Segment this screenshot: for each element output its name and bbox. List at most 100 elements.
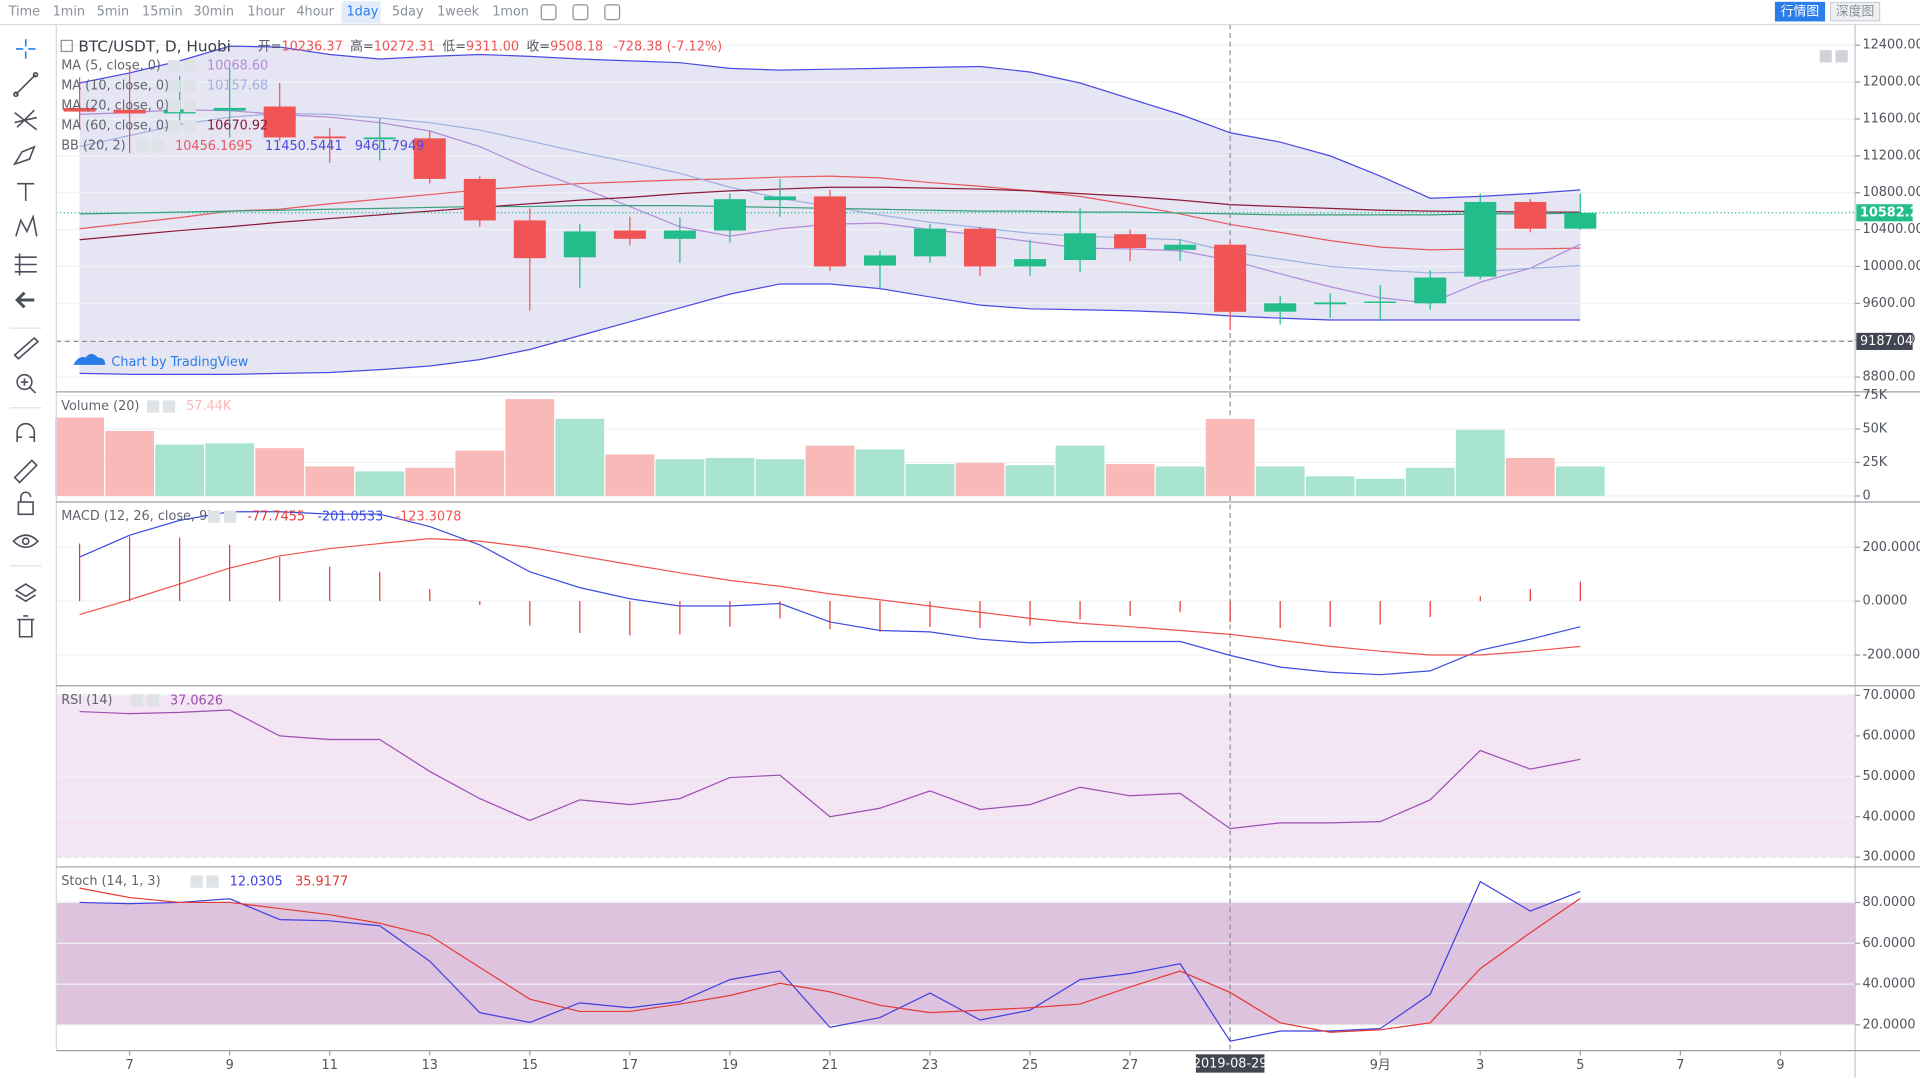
ma-legend-value: 10670.92 — [207, 119, 268, 134]
lock-tool[interactable] — [17, 491, 34, 516]
back-tool[interactable] — [15, 291, 35, 309]
text-tool[interactable] — [17, 182, 35, 201]
signal-line — [79, 538, 1581, 656]
legend-close-icon[interactable] — [146, 694, 159, 707]
legend-settings-icon[interactable] — [146, 400, 160, 413]
candle-body — [463, 178, 496, 221]
y-tick-label: 12400.00 — [1862, 38, 1920, 53]
legend-close-icon[interactable] — [183, 60, 196, 73]
y-tick-label: 0.0000 — [1862, 594, 1907, 609]
x-tick-label: 23 — [922, 1058, 938, 1073]
legend-settings-icon[interactable] — [167, 119, 180, 133]
legend-settings-icon[interactable] — [167, 99, 180, 113]
view-button-bg[interactable] — [1830, 1, 1881, 22]
x-tick-label: 7 — [126, 1058, 134, 1073]
macd-value: -201.0533 — [317, 509, 383, 524]
interval-active-bg — [341, 1, 381, 24]
legend-settings-icon[interactable] — [167, 60, 180, 73]
interval-button[interactable]: 15min — [142, 5, 183, 20]
legend-close-icon[interactable] — [206, 875, 219, 888]
candle-body — [1014, 259, 1047, 267]
frame — [0, 23, 1920, 1078]
y-tick-label: 9600.00 — [1862, 296, 1915, 311]
volume-bar — [455, 450, 505, 496]
interval-button[interactable]: 1mon — [492, 5, 529, 20]
view-button[interactable]: 行情图 — [1781, 5, 1820, 20]
interval-button[interactable]: 4hour — [296, 5, 334, 20]
x-tick-label: 25 — [1022, 1058, 1038, 1073]
prediction-tool[interactable] — [14, 253, 37, 276]
interval-button[interactable]: 1week — [437, 5, 479, 20]
interval-button[interactable]: 1hour — [247, 5, 285, 20]
pane-title: RSI (14) — [61, 693, 112, 708]
interval-button[interactable]: 1day — [347, 5, 379, 20]
view-button[interactable]: 深度图 — [1836, 4, 1875, 20]
y-tick-label: 10400.00 — [1862, 222, 1920, 237]
fib-tool[interactable] — [14, 109, 38, 131]
view-button-bg[interactable] — [1774, 1, 1826, 22]
volume-bar — [255, 448, 305, 496]
toolbar-icon[interactable] — [572, 4, 589, 21]
interval-button[interactable]: 1min — [53, 5, 85, 20]
legend-close-icon[interactable] — [183, 99, 196, 113]
legend-settings-icon[interactable] — [208, 510, 221, 523]
volume-bar — [655, 459, 705, 496]
interval-button[interactable]: 30min — [193, 5, 234, 20]
legend-settings-icon[interactable] — [167, 79, 180, 93]
ruler-tool[interactable] — [13, 336, 40, 360]
x-tick-label: 7 — [1676, 1058, 1684, 1073]
candle-body — [213, 107, 246, 111]
volume-bar — [1455, 429, 1505, 496]
legend-close-icon[interactable] — [151, 139, 165, 153]
candle-body — [863, 255, 896, 266]
crosshair-price-box — [1856, 332, 1913, 350]
pane-title: Stoch (14, 1, 3) — [61, 874, 160, 889]
pattern-tool[interactable] — [15, 213, 38, 237]
watermark[interactable]: Chart by TradingView — [111, 355, 248, 370]
interval-button[interactable]: 5day — [392, 5, 424, 20]
legend-close-icon[interactable] — [224, 510, 237, 523]
macd-line — [79, 511, 1581, 676]
candle-body — [1514, 201, 1547, 229]
legend-settings-icon[interactable] — [135, 139, 149, 153]
symbol-icon[interactable] — [60, 39, 73, 53]
volume-bar — [505, 399, 555, 496]
legend-close-icon[interactable] — [162, 400, 176, 413]
candle-body — [1464, 201, 1497, 277]
candle-body — [1414, 277, 1447, 304]
toolbar-icon[interactable] — [604, 4, 621, 21]
pane-control[interactable] — [1835, 50, 1848, 63]
magnet-tool[interactable] — [16, 422, 36, 443]
x-tick-label: 5 — [1576, 1058, 1584, 1073]
y-tick-label: 40.0000 — [1862, 809, 1915, 824]
zoom-tool[interactable] — [16, 373, 37, 394]
crosshair-tool[interactable] — [15, 39, 36, 59]
candle-body — [813, 196, 846, 267]
ohlc-value: 10236.37 — [281, 39, 342, 54]
signal-value: -123.3078 — [396, 509, 462, 524]
legend-settings-icon[interactable] — [130, 694, 144, 707]
candle-body — [513, 220, 546, 259]
x-tick-label: 9 — [1776, 1058, 1784, 1073]
interval-button[interactable]: 5min — [97, 5, 129, 20]
trend-line-tool[interactable] — [13, 71, 39, 98]
pane-value: 57.44K — [186, 399, 232, 414]
ma-legend-name: MA (60, close, 0) — [61, 119, 169, 134]
x-tick-label: 19 — [722, 1058, 738, 1073]
volume-bar — [1155, 466, 1205, 496]
brush-tool[interactable] — [12, 145, 36, 166]
candle-body — [1214, 244, 1247, 312]
legend-close-icon[interactable] — [183, 79, 196, 93]
legend-close-icon[interactable] — [183, 119, 196, 133]
visibility-tool[interactable] — [12, 534, 40, 549]
toolbar-icon[interactable] — [540, 4, 557, 21]
y-tick-label: 25K — [1862, 455, 1887, 470]
object-tree-tool[interactable] — [14, 583, 38, 603]
pane-control[interactable] — [1819, 50, 1832, 63]
y-tick-label: 80.0000 — [1862, 895, 1915, 910]
drawing-mode-tool[interactable] — [13, 459, 38, 484]
bb-lower-line — [79, 283, 1581, 375]
legend-settings-icon[interactable] — [190, 875, 203, 888]
delete-tool[interactable] — [17, 615, 35, 638]
bb-legend-name: BB (20, 2) — [61, 138, 125, 153]
